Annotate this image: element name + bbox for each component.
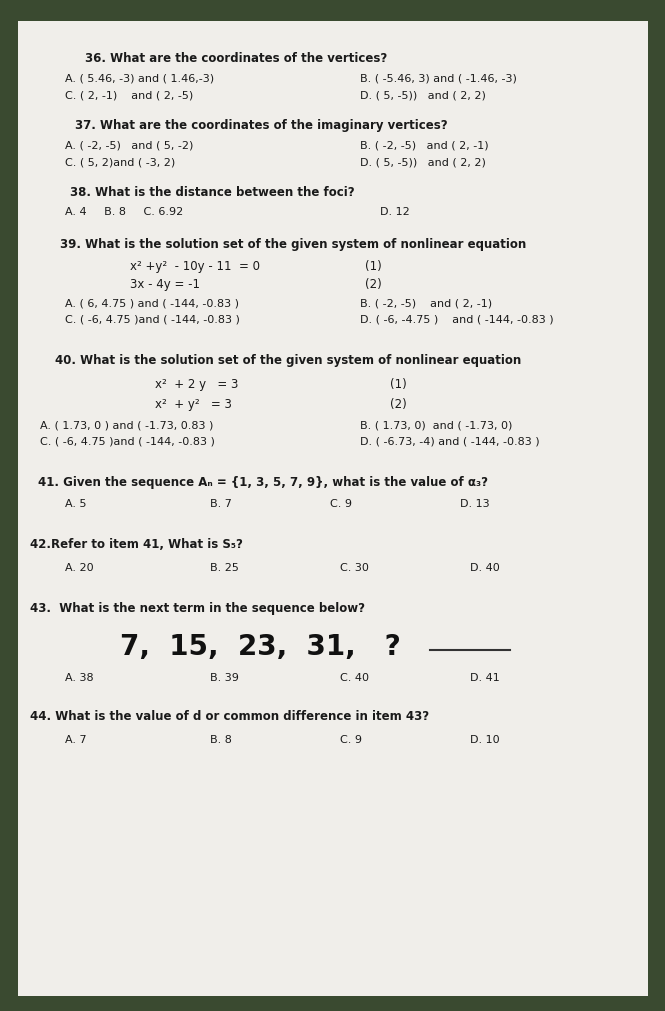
- Text: A. ( 6, 4.75 ) and ( -144, -0.83 ): A. ( 6, 4.75 ) and ( -144, -0.83 ): [65, 297, 239, 307]
- Text: D. 10: D. 10: [470, 734, 499, 744]
- Text: D. ( 5, -5))   and ( 2, 2): D. ( 5, -5)) and ( 2, 2): [360, 157, 486, 167]
- Text: A. 5: A. 5: [65, 498, 86, 509]
- Text: B. 39: B. 39: [210, 672, 239, 682]
- Text: B. ( -2, -5)   and ( 2, -1): B. ( -2, -5) and ( 2, -1): [360, 140, 489, 150]
- Text: A. 20: A. 20: [65, 562, 94, 572]
- Text: 39. What is the solution set of the given system of nonlinear equation: 39. What is the solution set of the give…: [60, 238, 526, 251]
- Text: C. 9: C. 9: [330, 498, 352, 509]
- Text: A. ( 5.46, -3) and ( 1.46,-3): A. ( 5.46, -3) and ( 1.46,-3): [65, 73, 214, 83]
- Text: D. ( -6.73, -4) and ( -144, -0.83 ): D. ( -6.73, -4) and ( -144, -0.83 ): [360, 437, 539, 447]
- Text: C. ( 2, -1)    and ( 2, -5): C. ( 2, -1) and ( 2, -5): [65, 90, 194, 100]
- Text: (1): (1): [365, 260, 382, 273]
- Text: A. 7: A. 7: [65, 734, 86, 744]
- Text: A. ( -2, -5)   and ( 5, -2): A. ( -2, -5) and ( 5, -2): [65, 140, 194, 150]
- Text: B. ( -2, -5)    and ( 2, -1): B. ( -2, -5) and ( 2, -1): [360, 297, 492, 307]
- Text: x²  + y²   = 3: x² + y² = 3: [155, 397, 232, 410]
- Text: B. ( -5.46, 3) and ( -1.46, -3): B. ( -5.46, 3) and ( -1.46, -3): [360, 73, 517, 83]
- Text: A. 38: A. 38: [65, 672, 94, 682]
- Text: D. 40: D. 40: [470, 562, 500, 572]
- Text: D. ( 5, -5))   and ( 2, 2): D. ( 5, -5)) and ( 2, 2): [360, 90, 486, 100]
- Text: D. 12: D. 12: [380, 207, 410, 216]
- Text: B. 8: B. 8: [210, 734, 232, 744]
- Text: 3x - 4y = -1: 3x - 4y = -1: [130, 278, 200, 291]
- Text: A. ( 1.73, 0 ) and ( -1.73, 0.83 ): A. ( 1.73, 0 ) and ( -1.73, 0.83 ): [40, 420, 213, 430]
- Text: (2): (2): [365, 278, 382, 291]
- Text: B. ( 1.73, 0)  and ( -1.73, 0): B. ( 1.73, 0) and ( -1.73, 0): [360, 420, 512, 430]
- Text: (1): (1): [390, 378, 407, 390]
- Text: 43.  What is the next term in the sequence below?: 43. What is the next term in the sequenc…: [30, 602, 365, 615]
- Text: B. 7: B. 7: [210, 498, 232, 509]
- Text: C. 30: C. 30: [340, 562, 369, 572]
- Text: 38. What is the distance between the foci?: 38. What is the distance between the foc…: [70, 186, 354, 199]
- Text: 36. What are the coordinates of the vertices?: 36. What are the coordinates of the vert…: [85, 52, 387, 65]
- Text: B. 25: B. 25: [210, 562, 239, 572]
- Text: (2): (2): [390, 397, 407, 410]
- Text: 40. What is the solution set of the given system of nonlinear equation: 40. What is the solution set of the give…: [55, 354, 521, 367]
- Text: A. 4     B. 8     C. 6.92: A. 4 B. 8 C. 6.92: [65, 207, 184, 216]
- Text: 41. Given the sequence Aₙ = {1, 3, 5, 7, 9}, what is the value of α₃?: 41. Given the sequence Aₙ = {1, 3, 5, 7,…: [38, 475, 488, 488]
- Text: C. ( 5, 2)and ( -3, 2): C. ( 5, 2)and ( -3, 2): [65, 157, 176, 167]
- Text: D. 13: D. 13: [460, 498, 489, 509]
- Text: x² +y²  - 10y - 11  = 0: x² +y² - 10y - 11 = 0: [130, 260, 260, 273]
- Text: 37. What are the coordinates of the imaginary vertices?: 37. What are the coordinates of the imag…: [75, 119, 448, 131]
- Text: C. ( -6, 4.75 )and ( -144, -0.83 ): C. ( -6, 4.75 )and ( -144, -0.83 ): [65, 314, 240, 325]
- Text: 42.Refer to item 41, What is S₅?: 42.Refer to item 41, What is S₅?: [30, 538, 243, 550]
- Text: 44. What is the value of d or common difference in item 43?: 44. What is the value of d or common dif…: [30, 710, 429, 722]
- Text: x²  + 2 y   = 3: x² + 2 y = 3: [155, 378, 238, 390]
- Text: C. 9: C. 9: [340, 734, 362, 744]
- Text: 7,  15,  23,  31,   ?: 7, 15, 23, 31, ?: [120, 632, 401, 660]
- Text: C. ( -6, 4.75 )and ( -144, -0.83 ): C. ( -6, 4.75 )and ( -144, -0.83 ): [40, 437, 215, 447]
- Text: C. 40: C. 40: [340, 672, 369, 682]
- Text: D. 41: D. 41: [470, 672, 500, 682]
- Text: D. ( -6, -4.75 )    and ( -144, -0.83 ): D. ( -6, -4.75 ) and ( -144, -0.83 ): [360, 314, 554, 325]
